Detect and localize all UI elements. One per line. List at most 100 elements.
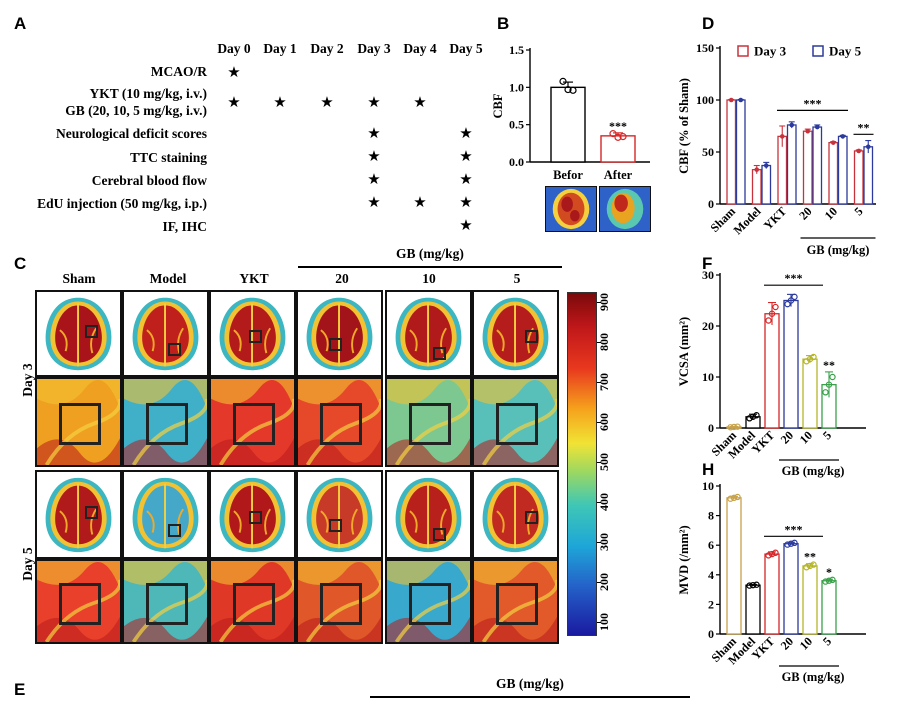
timeline-star: ★ — [367, 149, 381, 165]
data-point — [856, 148, 862, 154]
data-point — [728, 97, 734, 103]
chart-b: 0.0 0.5 1.0 1.5 CBF Befor *** After — [491, 43, 650, 182]
colorbar-tick — [597, 382, 601, 384]
significance-label: ** — [858, 120, 870, 134]
data-point — [822, 578, 829, 585]
data-point — [825, 381, 833, 388]
data-point — [754, 167, 760, 172]
colorbar — [567, 292, 597, 636]
roi-box — [84, 506, 98, 520]
cbf-image — [122, 470, 209, 559]
bar — [764, 553, 780, 635]
y-axis-label: CBF (% of Sham) — [677, 78, 691, 174]
data-point — [805, 128, 811, 134]
timeline-star: ★ — [459, 218, 473, 234]
bar — [726, 99, 737, 205]
timeline-star: ★ — [367, 195, 381, 211]
y-tick-label: 150 — [696, 41, 714, 55]
day-header: Day 1 — [263, 41, 297, 56]
x-tick-label: 5 — [851, 204, 865, 218]
significance-label: * — [826, 565, 832, 579]
gb-dose-header: GB (mg/kg) — [396, 246, 464, 261]
data-point — [765, 552, 772, 559]
y-tick-label: 6 — [708, 538, 714, 552]
data-point — [791, 293, 798, 301]
y-tick-label: 0 — [708, 197, 714, 211]
data-point — [753, 581, 760, 588]
data-point — [772, 303, 779, 311]
data-point — [787, 540, 795, 547]
bar — [802, 130, 813, 205]
data-point — [765, 317, 772, 324]
panel-label-e: E — [14, 680, 26, 699]
significance-label: *** — [785, 522, 803, 536]
timeline-star: ★ — [367, 172, 381, 188]
timeline-star: ★ — [227, 65, 241, 81]
panel-label-a: A — [14, 14, 27, 33]
bar — [751, 169, 762, 205]
timeline-row-label: Neurological deficit scores — [56, 126, 207, 141]
cbf-image — [296, 470, 383, 559]
data-point — [749, 413, 757, 420]
timeline-star: ★ — [459, 172, 473, 188]
data-point — [763, 163, 769, 168]
data-point — [734, 493, 741, 501]
y-tick-label: 0.5 — [509, 118, 524, 132]
timeline-star: ★ — [273, 95, 287, 111]
roi-box — [233, 403, 275, 445]
x-tick-label: 20 — [778, 634, 796, 652]
cbf-image — [122, 559, 209, 644]
data-point — [822, 389, 829, 396]
x-tick-label: Model — [731, 204, 764, 237]
colorbar-tick-label: 300 — [597, 533, 611, 551]
cbf-image — [472, 290, 559, 377]
roi-box — [248, 510, 262, 524]
colorbar-tick-label: 200 — [597, 573, 611, 591]
bar — [783, 543, 799, 635]
panel-label-d: D — [702, 14, 715, 33]
roi-box — [433, 528, 447, 542]
bar — [863, 146, 874, 205]
roi-box — [248, 329, 262, 343]
cbf-image — [472, 470, 559, 559]
y-tick-label: 0 — [708, 421, 714, 435]
y-tick-label: 20 — [702, 319, 714, 333]
colorbar-tick-label: 600 — [597, 413, 611, 431]
colorbar-tick-label: 900 — [597, 293, 611, 311]
legend-swatch — [737, 45, 749, 57]
row-label-day5: Day 5 — [20, 547, 35, 581]
y-axis-label: MVD (/mm²) — [677, 525, 691, 594]
bar — [745, 584, 761, 635]
x-tick-label: 5 — [820, 634, 834, 648]
data-point — [791, 539, 798, 547]
data-point — [810, 353, 817, 361]
cbf-image — [472, 377, 559, 467]
cbf-image — [35, 377, 122, 467]
panel-e-gb-label: GB (mg/kg) — [496, 676, 564, 691]
colorbar-tick — [597, 542, 601, 544]
data-point — [830, 140, 836, 145]
timeline-star: ★ — [413, 195, 427, 211]
timeline-star: ★ — [367, 95, 381, 111]
data-point — [564, 85, 572, 94]
colorbar-tick-label: 500 — [597, 453, 611, 471]
data-point — [840, 134, 846, 139]
cbf-image — [385, 559, 472, 644]
data-point — [730, 423, 738, 431]
column-header-5: 5 — [513, 271, 521, 286]
group-label: GB (mg/kg) — [782, 464, 845, 478]
cbf-image — [209, 470, 296, 559]
y-tick-label: 100 — [696, 93, 714, 107]
panel-e-gb-line — [370, 696, 690, 698]
data-point — [829, 373, 836, 381]
roi-box — [409, 403, 451, 445]
roi-box — [168, 342, 182, 356]
cbf-thumbnail-after — [599, 186, 651, 232]
significance-label: *** — [785, 271, 803, 285]
column-header-model: Model — [149, 271, 187, 286]
x-tick-label: 5 — [820, 428, 834, 442]
roi-box — [146, 582, 188, 625]
colorbar-tick — [597, 462, 601, 464]
x-tick-label: 20 — [796, 204, 814, 222]
